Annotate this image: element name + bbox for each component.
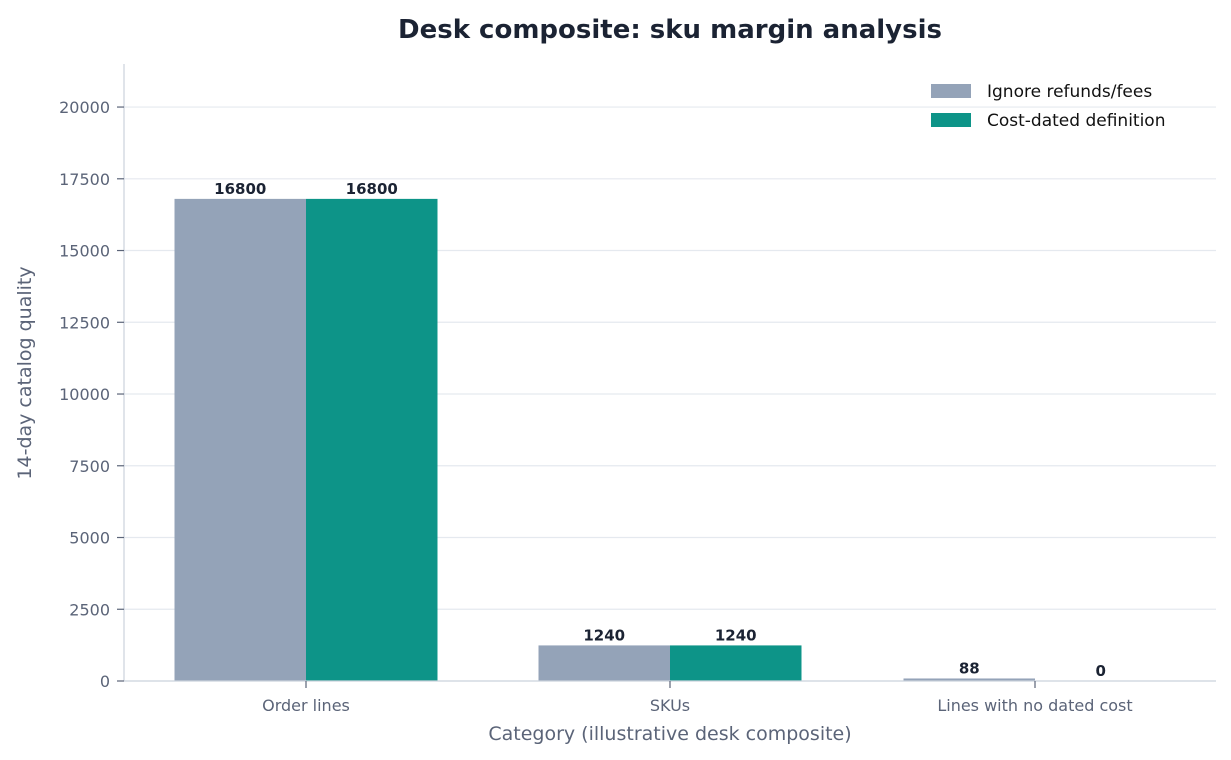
y-tick-label: 15000 — [59, 242, 110, 261]
bar — [538, 645, 670, 681]
data-labels: 16800 16800 1240 1240 88 0 — [214, 180, 1106, 680]
x-tick-label: SKUs — [650, 696, 690, 715]
y-tick-label: 2500 — [69, 600, 110, 619]
legend-label: Ignore refunds/fees — [987, 82, 1152, 102]
data-label: 1240 — [715, 626, 757, 644]
bar — [306, 198, 438, 681]
x-tick-label: Order lines — [262, 696, 350, 715]
bar — [903, 678, 1035, 681]
y-tick-label: 10000 — [59, 385, 110, 404]
legend-swatch — [931, 113, 971, 127]
y-tick-label: 20000 — [59, 98, 110, 117]
y-tick-label: 12500 — [59, 313, 110, 332]
data-label: 16800 — [214, 180, 266, 198]
x-tick-label: Lines with no dated cost — [937, 696, 1132, 715]
y-tick-label: 0 — [100, 672, 110, 691]
legend-swatch — [931, 84, 971, 98]
y-tick-label: 7500 — [69, 457, 110, 476]
data-label: 1240 — [583, 626, 625, 644]
bars — [174, 198, 1035, 681]
y-axis-label: 14-day catalog quality — [14, 266, 36, 479]
bar — [174, 198, 306, 681]
x-axis-label: Category (illustrative desk composite) — [488, 723, 851, 745]
bar — [670, 645, 802, 681]
x-ticks: Order lines SKUs Lines with no dated cost — [262, 681, 1133, 715]
data-label: 0 — [1096, 662, 1106, 680]
y-tick-label: 17500 — [59, 170, 110, 189]
y-tick-label: 5000 — [69, 529, 110, 548]
chart-title: Desk composite: sku margin analysis — [398, 15, 942, 45]
data-label: 16800 — [346, 180, 398, 198]
data-label: 88 — [959, 659, 980, 677]
legend: Ignore refunds/fees Cost-dated definition — [931, 82, 1165, 131]
legend-label: Cost-dated definition — [987, 111, 1165, 131]
y-ticks: 0 2500 5000 7500 10000 12500 15000 17500 20000 — [59, 98, 124, 691]
